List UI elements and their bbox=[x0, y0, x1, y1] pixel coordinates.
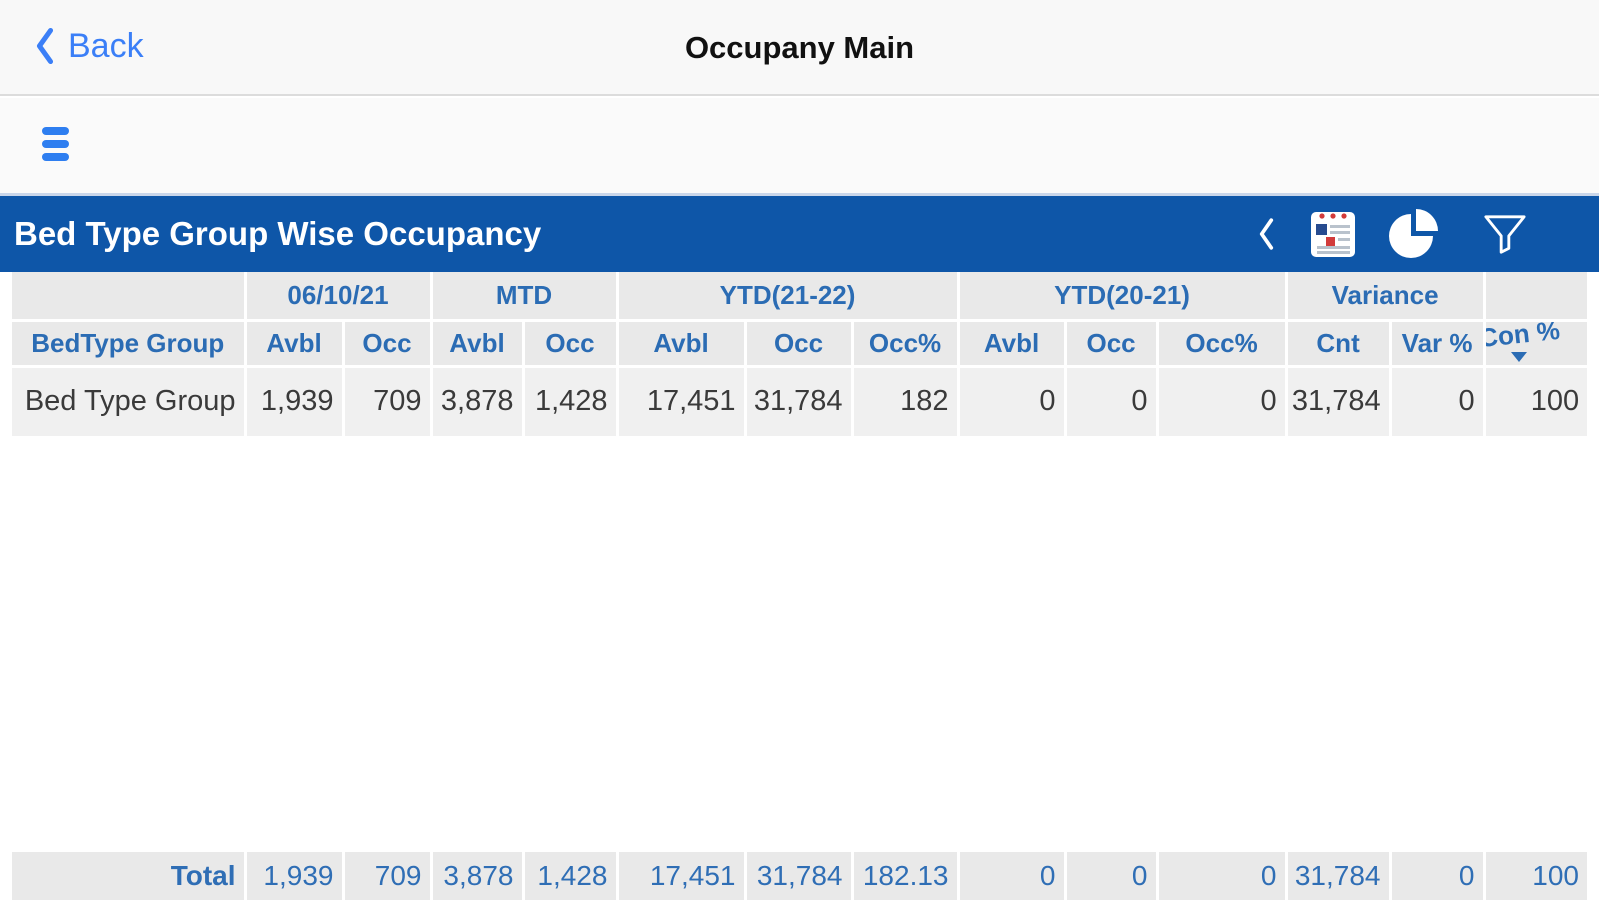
report-icon[interactable] bbox=[1309, 209, 1357, 259]
col-header-conpct-label: Con % bbox=[1484, 320, 1562, 353]
toolbar bbox=[0, 98, 1599, 194]
col-header-occ-4[interactable]: Occ bbox=[1065, 320, 1159, 368]
row-label-cell[interactable]: Bed Type Group bbox=[12, 366, 247, 436]
section-title: Bed Type Group Wise Occupancy bbox=[14, 215, 542, 252]
group-header-empty bbox=[12, 272, 247, 322]
col-header-conpct[interactable]: Con % bbox=[1484, 320, 1588, 368]
col-header-avbl-2[interactable]: Avbl bbox=[431, 320, 525, 368]
cell-occ-2: 1,428 bbox=[523, 366, 619, 436]
total-cnt: 31,784 bbox=[1286, 852, 1392, 900]
cell-occpct-2: 0 bbox=[1157, 366, 1288, 436]
group-header-ytd-20-21: YTD(20-21) bbox=[958, 272, 1288, 322]
total-occ-3: 31,784 bbox=[745, 852, 854, 900]
group-header-ytd-21-22: YTD(21-22) bbox=[617, 272, 960, 322]
menu-icon[interactable] bbox=[42, 127, 69, 163]
cell-varpct: 0 bbox=[1390, 366, 1486, 436]
nav-bar: Back Occupany Main bbox=[0, 0, 1599, 96]
occupancy-table: 06/10/21 MTD YTD(21-22) YTD(20-21) Varia… bbox=[12, 272, 1588, 436]
total-conpct: 100 bbox=[1484, 852, 1587, 900]
page-title: Occupany Main bbox=[684, 30, 915, 65]
group-header-mtd: MTD bbox=[431, 272, 619, 322]
total-label: Total bbox=[12, 852, 247, 900]
col-header-occ-3[interactable]: Occ bbox=[745, 320, 854, 368]
group-header-empty-end bbox=[1484, 272, 1588, 322]
col-header-occpct-1[interactable]: Occ% bbox=[852, 320, 960, 368]
sort-desc-icon bbox=[1511, 351, 1528, 362]
total-row: Total 1,939 709 3,878 1,428 17,451 31,78… bbox=[12, 852, 1587, 900]
collapse-chevron-icon[interactable] bbox=[1257, 217, 1277, 251]
cell-occ-3: 31,784 bbox=[745, 366, 854, 436]
table-row[interactable]: Bed Type Group 1,939 709 3,878 1,428 17,… bbox=[12, 366, 1588, 436]
total-avbl-3: 17,451 bbox=[617, 852, 747, 900]
back-chevron-icon bbox=[36, 27, 54, 65]
col-header-avbl-4[interactable]: Avbl bbox=[958, 320, 1067, 368]
section-icons bbox=[1257, 208, 1599, 260]
cell-occ-4: 0 bbox=[1065, 366, 1159, 436]
back-label: Back bbox=[68, 26, 144, 65]
cell-avbl-1: 1,939 bbox=[245, 366, 345, 436]
total-occpct-1: 182.13 bbox=[852, 852, 960, 900]
col-header-avbl-1[interactable]: Avbl bbox=[245, 320, 345, 368]
back-button[interactable]: Back bbox=[34, 26, 144, 66]
total-avbl-1: 1,939 bbox=[245, 852, 345, 900]
col-header-bedtype-group[interactable]: BedType Group bbox=[12, 320, 247, 368]
col-header-cnt[interactable]: Cnt bbox=[1286, 320, 1392, 368]
cell-occpct-1: 182 bbox=[852, 366, 960, 436]
pie-chart-icon[interactable] bbox=[1387, 208, 1439, 260]
cell-avbl-3: 17,451 bbox=[617, 366, 747, 436]
filter-icon[interactable] bbox=[1483, 211, 1527, 257]
cell-avbl-2: 3,878 bbox=[431, 366, 525, 436]
group-header-row: 06/10/21 MTD YTD(21-22) YTD(20-21) Varia… bbox=[12, 272, 1588, 322]
cell-cnt: 31,784 bbox=[1286, 366, 1392, 436]
column-header-row: BedType Group Avbl Occ Avbl Occ Avbl Occ… bbox=[12, 320, 1588, 368]
cell-conpct: 100 bbox=[1484, 366, 1588, 436]
total-avbl-4: 0 bbox=[958, 852, 1067, 900]
col-header-avbl-3[interactable]: Avbl bbox=[617, 320, 747, 368]
cell-occ-1: 709 bbox=[343, 366, 433, 436]
total-occ-2: 1,428 bbox=[523, 852, 619, 900]
col-header-occpct-2[interactable]: Occ% bbox=[1157, 320, 1288, 368]
col-header-occ-1[interactable]: Occ bbox=[343, 320, 433, 368]
group-header-variance: Variance bbox=[1286, 272, 1486, 322]
total-varpct: 0 bbox=[1390, 852, 1486, 900]
total-row-container: Total 1,939 709 3,878 1,428 17,451 31,78… bbox=[12, 852, 1587, 900]
total-occpct-2: 0 bbox=[1157, 852, 1288, 900]
col-header-occ-2[interactable]: Occ bbox=[523, 320, 619, 368]
section-header: Bed Type Group Wise Occupancy bbox=[0, 193, 1599, 272]
col-header-varpct[interactable]: Var % bbox=[1390, 320, 1486, 368]
total-occ-4: 0 bbox=[1065, 852, 1159, 900]
total-occ-1: 709 bbox=[343, 852, 433, 900]
cell-avbl-4: 0 bbox=[958, 366, 1067, 436]
group-header-date: 06/10/21 bbox=[245, 272, 433, 322]
total-avbl-2: 3,878 bbox=[431, 852, 525, 900]
